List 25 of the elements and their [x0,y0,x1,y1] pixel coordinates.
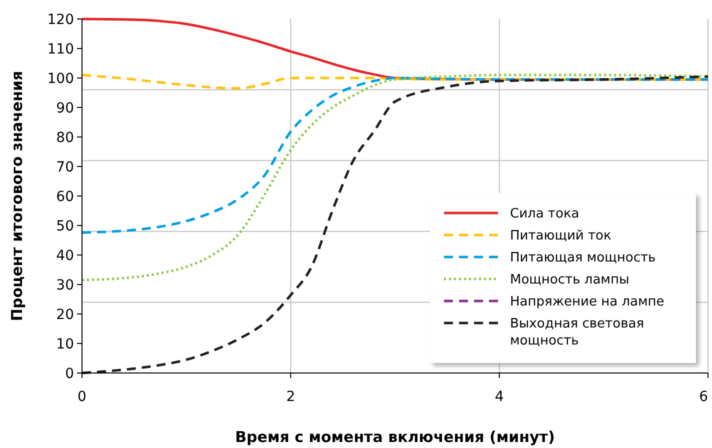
y-tick-label: 0 [65,366,74,382]
y-tick-label: 110 [47,41,74,58]
legend-label: Напряжение на лампе [510,294,664,310]
x-tick-label: 2 [286,389,296,405]
y-tick-label: 120 [47,12,74,28]
y-tick-label: 40 [56,248,74,264]
legend-label: Мощность лампы [510,272,630,288]
legend-label: Сила тока [510,206,580,222]
legend-label: Питающий ток [510,228,612,244]
y-tick-label: 80 [56,130,74,146]
x-tick-label: 4 [494,389,504,405]
y-tick-label: 10 [56,336,74,352]
y-tick-label: 70 [56,159,74,176]
y-tick-label: 20 [56,306,74,323]
y-tick-label: 100 [47,70,74,87]
x-axis-title: Время с момента включения (минут) [235,428,555,446]
legend-label: Питающая мощность [510,250,656,266]
y-tick-label: 50 [56,218,74,234]
x-tick-label: 0 [78,389,86,405]
y-tick-label: 60 [56,188,74,205]
y-tick-label: 30 [56,277,74,294]
y-tick-label: 90 [56,100,74,116]
legend-label: Выходная световая мощность [510,316,644,348]
x-tick-label: 6 [699,389,708,405]
y-axis-title: Процент итогового значения [8,70,26,322]
